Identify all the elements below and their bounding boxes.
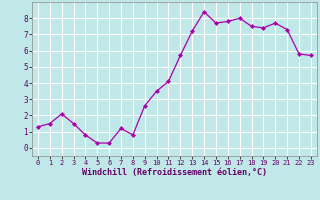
X-axis label: Windchill (Refroidissement éolien,°C): Windchill (Refroidissement éolien,°C) (82, 168, 267, 177)
